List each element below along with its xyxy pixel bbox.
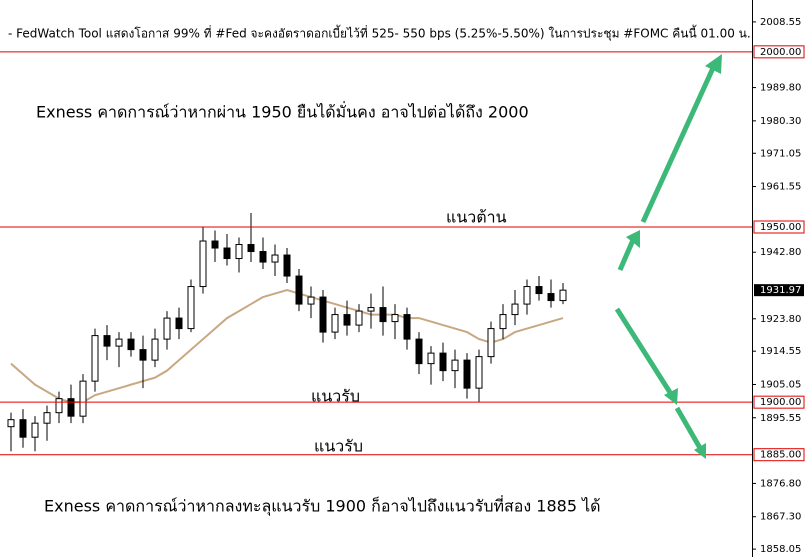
candle-body: [343, 314, 351, 326]
candle-body: [283, 254, 291, 277]
annotation: แนวรับ: [311, 387, 360, 406]
candle-body: [355, 310, 363, 326]
candle-body: [307, 296, 315, 305]
y-tick-label: 1989.80: [760, 83, 801, 94]
arrow: [617, 239, 636, 271]
y-tick-label: 1971.05: [760, 148, 801, 159]
candle-body: [223, 247, 231, 260]
candle-body: [31, 422, 39, 438]
candle-body: [151, 338, 159, 361]
annotation: Exness คาดการณ์ว่าหากผ่าน 1950 ยืนได้มั่…: [36, 101, 529, 122]
level-label: 1950.00: [760, 222, 801, 233]
candle-body: [535, 286, 543, 295]
candle-body: [415, 338, 423, 365]
candle-body: [511, 303, 519, 316]
arrow-head: [664, 388, 678, 405]
candle-body: [499, 314, 507, 330]
candle-body: [259, 251, 267, 263]
y-tick-label: 1895.55: [760, 413, 801, 424]
candle-body: [547, 293, 555, 302]
last-price: 1931.97: [760, 285, 801, 296]
arrow: [614, 307, 674, 396]
candle-body: [187, 286, 195, 330]
last-price-box: [754, 284, 804, 297]
y-tick-label: 1867.30: [760, 512, 801, 523]
y-tick-label: 1961.55: [760, 182, 801, 193]
candle-body: [403, 314, 411, 340]
candle-body: [199, 240, 207, 288]
y-tick-label: 2008.55: [760, 17, 801, 28]
y-tick-label: 1876.80: [760, 478, 801, 489]
candle-body: [475, 356, 483, 389]
candle-body: [7, 419, 15, 428]
candle-body: [103, 335, 111, 347]
arrow: [674, 406, 703, 450]
y-tick-label: 1914.55: [760, 346, 801, 357]
candle-body: [115, 338, 123, 347]
level-label-box: [753, 45, 805, 59]
y-tick-label: 1980.30: [760, 116, 801, 127]
candle-body: [367, 307, 375, 312]
candle-body: [523, 286, 531, 305]
level-label: 1900.00: [760, 397, 801, 408]
candle-body: [391, 314, 399, 323]
candle-body: [43, 412, 51, 424]
annotation: แนวรับ: [314, 437, 363, 456]
candle-body: [211, 240, 219, 249]
candle-body: [79, 380, 87, 417]
candle-body: [91, 335, 99, 382]
level-label-box: [753, 448, 805, 462]
candle-body: [271, 254, 279, 263]
candle-body: [427, 352, 435, 365]
candle-body: [319, 296, 327, 333]
arrow: [640, 66, 716, 224]
moving-average: [10, 289, 564, 404]
arrow-head: [626, 230, 640, 248]
plot: [0, 51, 752, 456]
candle-body: [55, 398, 63, 414]
candle-body: [487, 328, 495, 358]
candle-body: [463, 359, 471, 389]
arrow-head: [694, 443, 706, 459]
candle-body: [127, 338, 135, 351]
y-tick-label: 1923.80: [760, 314, 801, 325]
candle-body: [295, 275, 303, 305]
annotation: แนวต้าน: [446, 208, 507, 227]
level-label: 2000.00: [760, 47, 801, 58]
header-note: - FedWatch Tool แสดงโอกาส 99% ที่ #Fed จ…: [8, 25, 751, 42]
candle-body: [163, 317, 171, 340]
y-tick-label: 1905.05: [760, 379, 801, 390]
arrow-head: [705, 54, 722, 74]
annotation: Exness คาดการณ์ว่าหากลงทะลุแนวรับ 1900 ก…: [44, 495, 601, 517]
candle-body: [175, 317, 183, 330]
candle-body: [439, 352, 447, 372]
y-tick-label: 1858.05: [760, 544, 801, 555]
candle-body: [19, 419, 27, 438]
y-tick-label: 1942.80: [760, 247, 801, 258]
candle-body: [139, 349, 147, 361]
candle-body: [235, 244, 243, 260]
candle-body: [451, 359, 459, 372]
level-label-box: [753, 395, 805, 409]
candle-body: [559, 289, 567, 302]
candle-body: [331, 314, 339, 333]
level-label: 1885.00: [760, 450, 801, 461]
candle-body: [67, 398, 75, 417]
candle-body: [379, 307, 387, 323]
level-label-box: [753, 220, 805, 234]
candle-body: [247, 244, 255, 253]
arrows: [614, 54, 722, 459]
